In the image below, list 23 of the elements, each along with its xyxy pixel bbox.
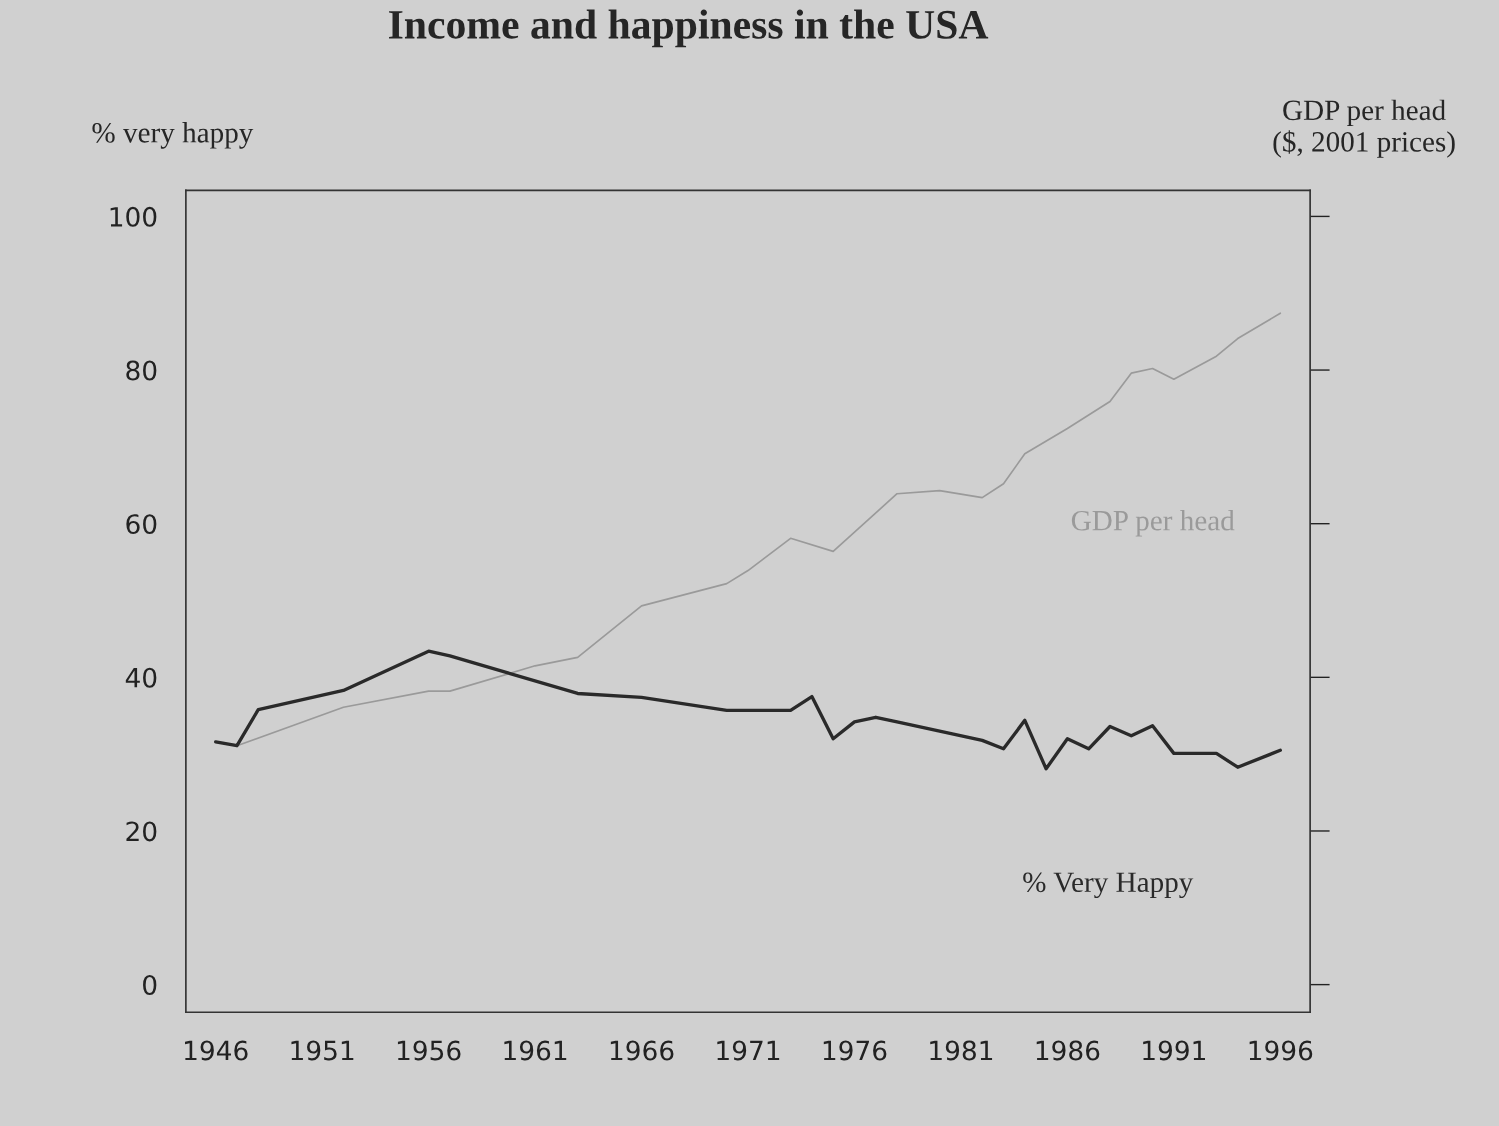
y2-axis-title: GDP per head ($, 2001 prices) — [1273, 99, 1455, 158]
x-tick-label: 1981 — [930, 1040, 993, 1061]
y-tick-label: 80 — [126, 360, 157, 381]
x-tick-label: 1946 — [185, 1040, 248, 1061]
y-tick-label: 40 — [125, 667, 157, 688]
y-axis-title: % very happy — [92, 122, 254, 149]
x-tick-label: 1961 — [504, 1040, 567, 1061]
x-tick-label: 1986 — [1036, 1040, 1100, 1061]
chart-title: Income and happiness in the USA — [389, 9, 989, 48]
x-tick-label: 1991 — [1143, 1040, 1205, 1061]
text: % Very Happy — [1023, 872, 1194, 899]
x-tick-label: 1971 — [717, 1040, 780, 1061]
x-tick-label: 1951 — [291, 1040, 354, 1061]
line-series — [236, 312, 1282, 747]
x-tick-label: 1976 — [823, 1040, 887, 1061]
x-tick-label: 1956 — [397, 1040, 461, 1061]
x-tick-label: 1996 — [1249, 1040, 1313, 1061]
y-tick-label: 60 — [126, 514, 157, 535]
y-tick-label: 20 — [126, 821, 157, 842]
y-tick-label: 100 — [110, 206, 157, 227]
x-tick-label: 1966 — [610, 1040, 674, 1061]
y-tick-label: 0 — [143, 975, 157, 996]
line-series — [214, 649, 1282, 771]
